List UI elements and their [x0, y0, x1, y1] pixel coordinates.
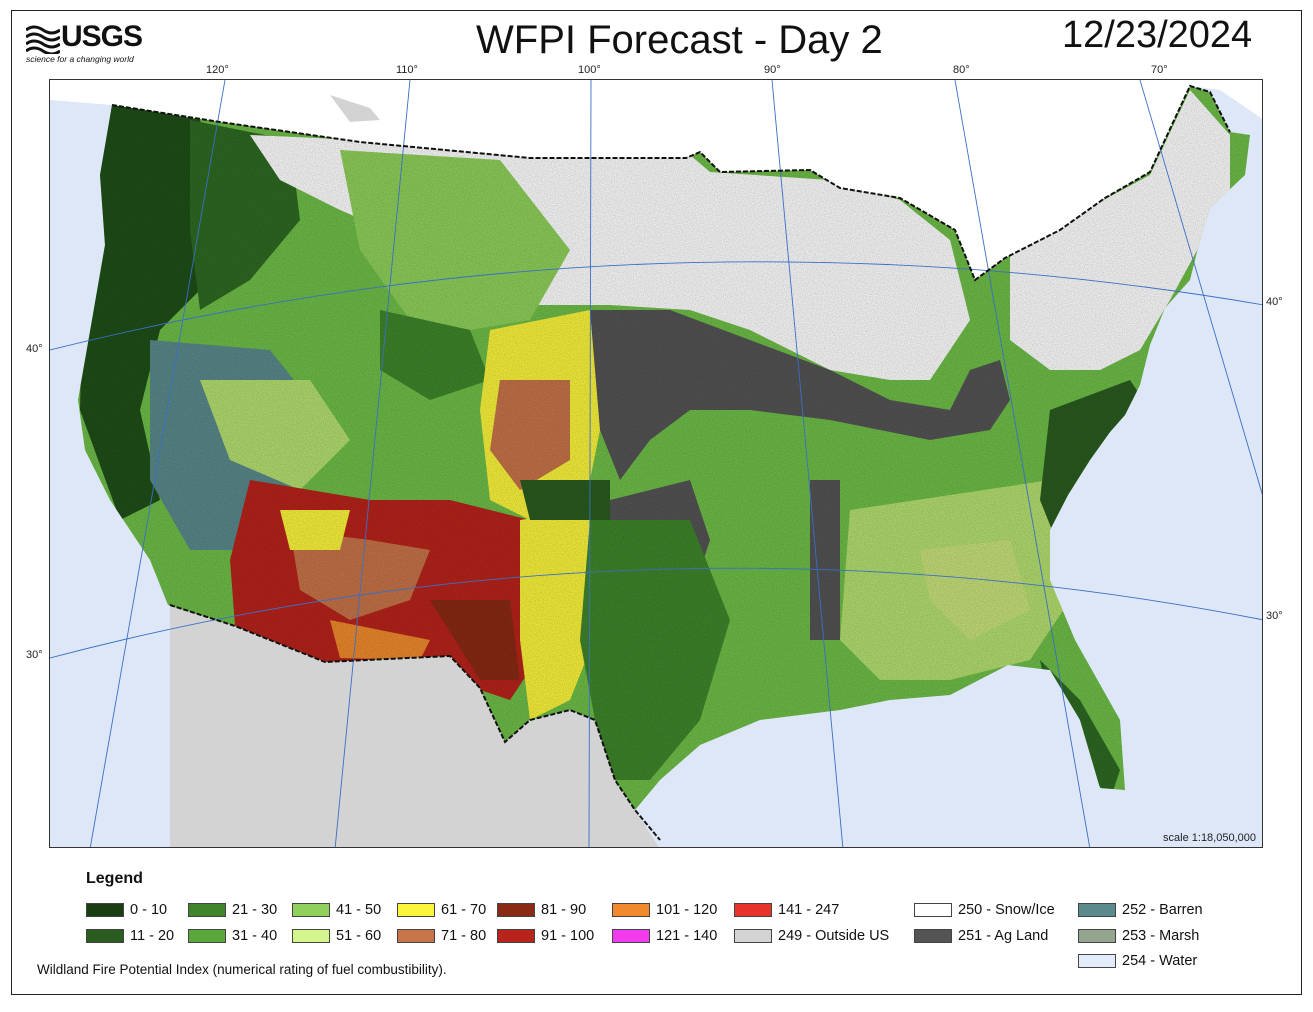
- usgs-logo: USGS science for a changing world: [26, 20, 156, 64]
- legend-label: 141 - 247: [778, 902, 840, 918]
- canada-region: [50, 80, 1262, 280]
- map-panel[interactable]: scale 1:18,050,000: [49, 79, 1263, 848]
- legend-item: 0 - 10: [86, 902, 167, 918]
- lat-label-left-40: 40°: [26, 343, 43, 355]
- logo-text: USGS: [61, 20, 143, 53]
- legend-label: 61 - 70: [441, 902, 487, 918]
- lon-label-90: 90°: [764, 64, 781, 76]
- legend-swatch: [612, 903, 650, 917]
- canada-gray-patch: [330, 95, 380, 122]
- graticule-lines: [50, 80, 1262, 847]
- legend-item: 61 - 70: [397, 902, 486, 918]
- lon-label-120: 120°: [206, 64, 229, 76]
- legend-item: 141 - 247: [734, 902, 839, 918]
- legend-swatch: [86, 903, 124, 917]
- legend-swatch: [292, 903, 330, 917]
- legend-item: 81 - 90: [497, 902, 586, 918]
- map-scale: scale 1:18,050,000: [1163, 832, 1256, 844]
- legend-swatch: [497, 903, 535, 917]
- legend-swatch: [497, 929, 535, 943]
- footnote: Wildland Fire Potential Index (numerical…: [37, 962, 447, 977]
- legend-item: 121 - 140: [612, 928, 717, 944]
- mexico-region: [170, 605, 659, 847]
- logo-tagline: science for a changing world: [26, 54, 134, 64]
- legend-item: 251 - Ag Land: [914, 928, 1048, 944]
- legend-label: 249 - Outside US: [778, 928, 890, 944]
- legend-label: 71 - 80: [441, 928, 487, 944]
- map-frame: [11, 10, 1302, 995]
- legend-swatch: [914, 903, 952, 917]
- legend-swatch: [734, 903, 772, 917]
- lon-label-80: 80°: [953, 64, 970, 76]
- legend-label: 121 - 140: [656, 928, 718, 944]
- legend-label: 51 - 60: [336, 928, 382, 944]
- legend-item: 41 - 50: [292, 902, 381, 918]
- legend-label: 252 - Barren: [1122, 902, 1203, 918]
- legend-label: 81 - 90: [541, 902, 587, 918]
- legend-label: 31 - 40: [232, 928, 278, 944]
- legend-label: 251 - Ag Land: [958, 928, 1049, 944]
- legend-item: 249 - Outside US: [734, 928, 889, 944]
- lat-label-right-30: 30°: [1266, 610, 1283, 622]
- legend-swatch: [86, 929, 124, 943]
- legend-swatch: [734, 929, 772, 943]
- legend-item: 21 - 30: [188, 902, 277, 918]
- legend-item: 11 - 20: [86, 928, 174, 944]
- map-title: WFPI Forecast - Day 2: [476, 18, 883, 62]
- legend-swatch: [914, 929, 952, 943]
- northern-border: [111, 84, 1231, 282]
- lon-label-100: 100°: [578, 64, 601, 76]
- legend-swatch: [1078, 954, 1116, 968]
- legend-label: 0 - 10: [130, 902, 168, 918]
- legend-swatch: [1078, 903, 1116, 917]
- legend-swatch: [292, 929, 330, 943]
- legend-swatch: [612, 929, 650, 943]
- legend-item: 252 - Barren: [1078, 902, 1203, 918]
- legend-item: 253 - Marsh: [1078, 928, 1199, 944]
- usgs-wave-icon: [26, 22, 60, 54]
- lon-label-110: 110°: [396, 64, 418, 76]
- wfpi-map: [50, 80, 1262, 847]
- legend-item: 254 - Water: [1078, 953, 1197, 969]
- legend-label: 11 - 20: [130, 928, 175, 944]
- legend-item: 31 - 40: [188, 928, 277, 944]
- legend-label: 253 - Marsh: [1122, 928, 1200, 944]
- legend-swatch: [397, 929, 435, 943]
- legend-label: 91 - 100: [541, 928, 595, 944]
- legend-item: 91 - 100: [497, 928, 594, 944]
- legend-label: 101 - 120: [656, 902, 718, 918]
- legend-item: 51 - 60: [292, 928, 381, 944]
- legend-swatch: [1078, 929, 1116, 943]
- lat-label-left-30: 30°: [26, 649, 43, 661]
- legend-item: 71 - 80: [397, 928, 486, 944]
- legend-label: 21 - 30: [232, 902, 278, 918]
- lon-label-70: 70°: [1151, 64, 1168, 76]
- legend-label: 254 - Water: [1122, 953, 1198, 969]
- legend-label: 250 - Snow/Ice: [958, 902, 1055, 918]
- legend-label: 41 - 50: [336, 902, 382, 918]
- southern-border: [169, 604, 661, 841]
- legend-title: Legend: [86, 870, 143, 887]
- legend-swatch: [397, 903, 435, 917]
- lat-label-right-40: 40°: [1266, 296, 1283, 308]
- legend-item: 101 - 120: [612, 902, 717, 918]
- legend-swatch: [188, 903, 226, 917]
- legend-item: 250 - Snow/Ice: [914, 902, 1055, 918]
- legend-swatch: [188, 929, 226, 943]
- forecast-date: 12/23/2024: [1062, 14, 1253, 56]
